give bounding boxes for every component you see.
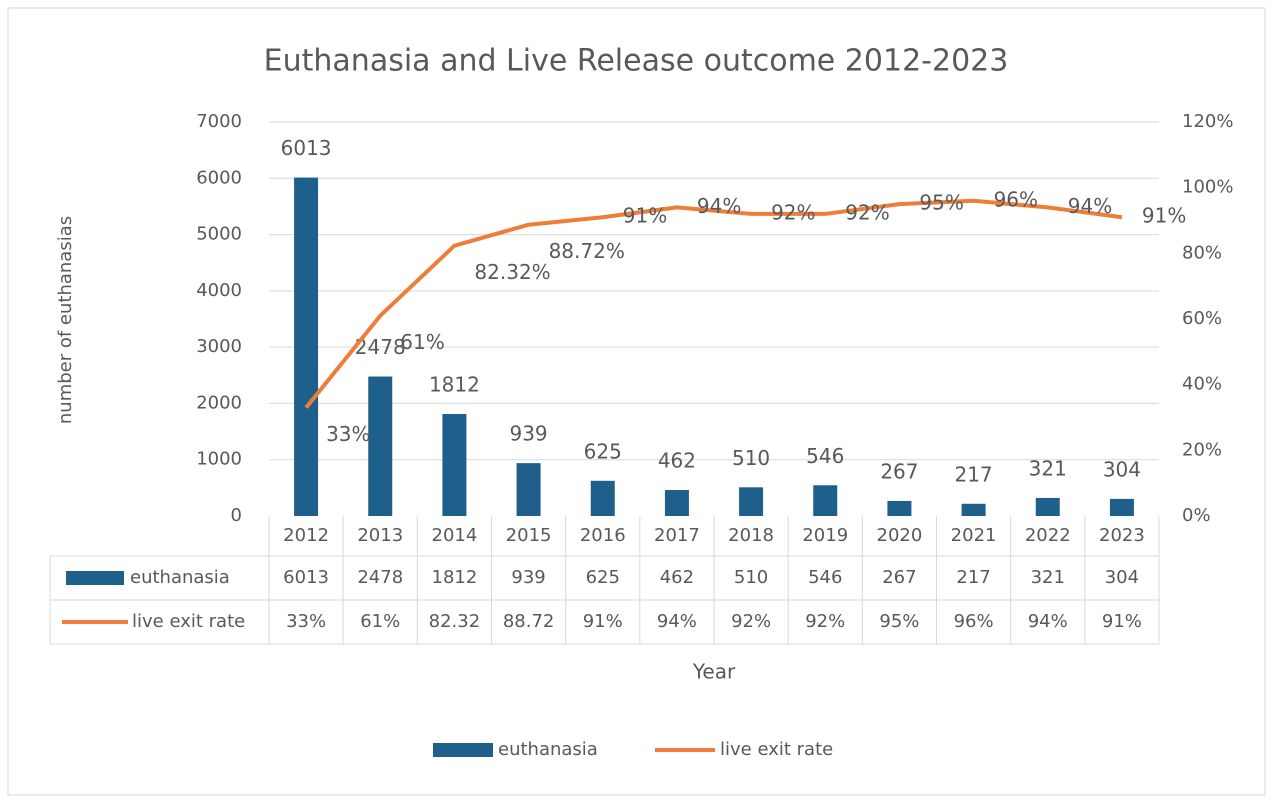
x-tick-label: 2023: [1099, 525, 1145, 546]
x-tick-label: 2018: [728, 525, 774, 546]
table-cell: 61%: [360, 611, 400, 632]
data-label: 267: [880, 459, 918, 483]
y2-tick-label: 120%: [1182, 111, 1233, 132]
data-label: 61%: [400, 330, 444, 354]
table-row-label: live exit rate: [132, 611, 245, 632]
x-axis-label: Year: [692, 660, 736, 684]
table-cell: 321: [1031, 567, 1065, 588]
x-tick-label: 2017: [654, 525, 700, 546]
table-cell: 546: [808, 567, 842, 588]
table-cell: 939: [511, 567, 545, 588]
table-cell: 95%: [879, 611, 919, 632]
bar: [739, 487, 764, 516]
bar: [961, 503, 986, 516]
bar: [590, 480, 615, 516]
table-cell: 91%: [583, 611, 623, 632]
data-label: 546: [806, 444, 844, 468]
y-tick-label: 7000: [196, 111, 242, 132]
table-cell: 217: [956, 567, 990, 588]
legend-label: live exit rate: [720, 739, 833, 760]
legend-key: [433, 743, 493, 757]
bar: [294, 177, 319, 516]
bar: [442, 414, 467, 516]
data-label: 33%: [326, 422, 370, 446]
data-label: 94%: [1068, 194, 1112, 218]
data-label: 321: [1029, 456, 1067, 480]
table-cell: 96%: [954, 611, 994, 632]
data-label: 6013: [281, 136, 332, 160]
bar: [664, 489, 689, 516]
y-tick-label: 0: [231, 505, 242, 526]
chart-title: Euthanasia and Live Release outcome 2012…: [264, 44, 1009, 79]
bar: [813, 485, 838, 516]
table-cell: 33%: [286, 611, 326, 632]
y2-tick-label: 60%: [1182, 308, 1222, 329]
data-label: 462: [658, 448, 696, 472]
data-label: 91%: [1142, 204, 1186, 228]
legend-key: [66, 571, 124, 585]
y2-tick-label: 80%: [1182, 242, 1222, 263]
data-label: 92%: [845, 200, 889, 224]
table-cell: 88.72: [503, 611, 555, 632]
bar: [887, 500, 912, 516]
x-tick-label: 2012: [283, 525, 329, 546]
x-tick-label: 2013: [357, 525, 403, 546]
y-axis-label: number of euthanasias: [55, 216, 76, 424]
data-label: 304: [1103, 457, 1141, 481]
table-cell: 94%: [657, 611, 697, 632]
y-tick-label: 2000: [196, 392, 242, 413]
table-cell: 462: [660, 567, 694, 588]
y-tick-label: 6000: [196, 167, 242, 188]
x-tick-label: 2014: [432, 525, 478, 546]
data-label: 625: [584, 439, 622, 463]
y2-tick-label: 20%: [1182, 439, 1222, 460]
x-tick-label: 2019: [802, 525, 848, 546]
legend-label: euthanasia: [498, 739, 598, 760]
table-cell: 625: [586, 567, 620, 588]
table-cell: 94%: [1028, 611, 1068, 632]
data-label: 94%: [697, 194, 741, 218]
data-label: 1812: [429, 373, 480, 397]
y-tick-label: 3000: [196, 336, 242, 357]
data-label: 95%: [919, 191, 963, 215]
chart-frame: [7, 7, 1266, 796]
data-label: 96%: [994, 187, 1038, 211]
table-row-label: euthanasia: [130, 567, 230, 588]
x-tick-label: 2021: [951, 525, 997, 546]
bar: [368, 376, 393, 516]
bar: [516, 463, 541, 516]
data-label: 510: [732, 446, 770, 470]
data-label: 91%: [623, 204, 667, 228]
table-cell: 267: [882, 567, 916, 588]
x-tick-label: 2015: [506, 525, 552, 546]
data-label: 82.32%: [474, 260, 550, 284]
line: [304, 198, 1123, 409]
table-cell: 2478: [357, 567, 403, 588]
y-tick-label: 5000: [196, 224, 242, 245]
table-cell: 82.32: [429, 611, 481, 632]
table-cell: 510: [734, 567, 768, 588]
x-tick-label: 2022: [1025, 525, 1071, 546]
x-tick-label: 2020: [877, 525, 923, 546]
bar: [1035, 497, 1060, 516]
y2-tick-label: 40%: [1182, 374, 1222, 395]
data-label: 217: [954, 462, 992, 486]
table-cell: 92%: [731, 611, 771, 632]
bar: [1109, 498, 1134, 516]
y-tick-label: 1000: [196, 449, 242, 470]
table-cell: 92%: [805, 611, 845, 632]
table-cell: 91%: [1102, 611, 1142, 632]
x-tick-label: 2016: [580, 525, 626, 546]
data-label: 939: [509, 422, 547, 446]
y2-tick-label: 100%: [1182, 177, 1233, 198]
table-cell: 1812: [432, 567, 478, 588]
table-cell: 6013: [283, 567, 329, 588]
data-label: 92%: [771, 200, 815, 224]
data-label: 88.72%: [549, 239, 625, 263]
y2-tick-label: 0%: [1182, 505, 1211, 526]
y-tick-label: 4000: [196, 280, 242, 301]
table-cell: 304: [1105, 567, 1139, 588]
